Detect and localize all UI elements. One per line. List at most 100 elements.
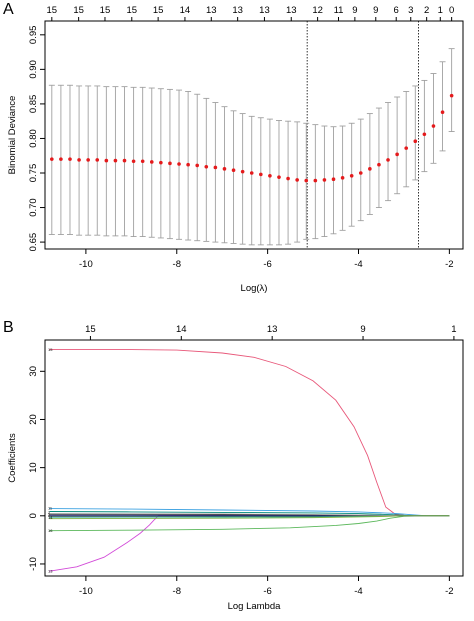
panel-a-point <box>140 159 145 164</box>
panel-a-y-tick-label: 0.65 <box>28 233 39 252</box>
panel-b-top-tick-label: 15 <box>85 324 96 335</box>
panel-a-point <box>240 169 245 174</box>
panel-a-point <box>286 176 290 181</box>
panel-a-letter: A <box>3 1 14 18</box>
panel-a-point <box>113 158 118 163</box>
panel-b-top-tick-label: 9 <box>360 324 365 335</box>
panel-a-top-tick-label: 2 <box>424 5 429 16</box>
panel-a-top-tick-label: 15 <box>153 5 164 16</box>
panel-a-point <box>422 132 427 137</box>
panel-a-point <box>404 146 409 150</box>
panel-a-top-tick-label: 14 <box>180 5 191 16</box>
panel-b-coefficient-paths: Coefficients Log Lambda -10 -8 -6 -4 -2 -10 0 1… <box>7 324 464 612</box>
panel-b-path-label: 16 <box>48 528 53 533</box>
panel-b-x-tick-label: -2 <box>445 586 453 597</box>
panel-b-y-tick-label: 0 <box>28 513 39 518</box>
panel-a-y-tick-label: 0.70 <box>28 198 39 217</box>
panel-b-x-tick-label: -10 <box>79 586 93 597</box>
panel-a-top-tick-label: 9 <box>352 5 357 16</box>
panel-a-point <box>386 158 390 162</box>
panel-b-y-tick-label: 10 <box>28 462 39 473</box>
panel-b-y-tick-label: 20 <box>28 414 39 425</box>
panel-a-point <box>295 178 299 182</box>
panel-a-x-tick-label: -8 <box>173 259 181 270</box>
panel-a-y-tick-label: 0.75 <box>28 164 39 183</box>
panel-a-plot-box <box>44 20 464 250</box>
panel-a-point <box>413 139 418 144</box>
panel-a-deviance-plot: Binomial Deviance Log(λ) -10 -8 -6 -4 -2 0.65… <box>7 5 464 294</box>
panel-b-path-label: 8 <box>48 513 51 518</box>
panel-a-point <box>449 93 454 98</box>
panel-a-point <box>395 152 399 157</box>
panel-a-x-tick-label: -2 <box>445 259 453 270</box>
panel-a-top-tick-label: 11 <box>334 5 344 16</box>
panel-b-x-tick-label: -4 <box>354 586 362 597</box>
panel-a-point <box>50 157 54 161</box>
panel-a-y-tick-label: 0.80 <box>28 129 39 148</box>
panel-a-xlabel: Log(λ) <box>241 283 268 294</box>
panel-b-top-tick-label: 1 <box>451 324 456 335</box>
panel-a-top-tick-label: 0 <box>449 5 454 16</box>
panel-a-point <box>358 171 363 175</box>
panel-a-point <box>349 173 354 178</box>
panel-a-point <box>195 163 200 168</box>
panel-a-ylabel: Binomial Deviance <box>7 96 18 175</box>
panel-a-top-tick-label: 13 <box>286 5 297 16</box>
panel-b-plot-box <box>44 339 464 577</box>
panel-a-top-tick-label: 3 <box>408 5 413 16</box>
panel-a-point <box>268 173 272 178</box>
panel-a-point <box>440 110 445 114</box>
panel-a-y-tick-label: 0.95 <box>28 26 39 45</box>
panel-a-point <box>86 158 90 162</box>
panel-a-point <box>259 172 263 177</box>
panel-a-top-tick-label: 15 <box>47 5 58 16</box>
panel-a-point <box>204 164 209 169</box>
panel-a-x-tick-label: -4 <box>354 259 362 270</box>
panel-a-point <box>340 176 345 180</box>
panel-b-y-tick-label: -10 <box>28 557 39 571</box>
panel-b-xlabel: Log Lambda <box>228 601 282 612</box>
panel-b-path-label: 14 <box>48 515 53 520</box>
panel-b-x-tick-label: -6 <box>263 586 271 597</box>
panel-b-path-label: 13 <box>48 569 53 574</box>
panel-a-point <box>313 178 318 183</box>
panel-a-top-tick-label: 6 <box>394 5 399 16</box>
panel-a-top-tick-label: 1 <box>438 5 443 16</box>
panel-b-coefficient-path <box>49 515 450 520</box>
panel-a-point <box>322 178 327 182</box>
panel-a-top-tick-label: 15 <box>73 5 84 16</box>
panel-a-point <box>95 158 100 162</box>
panel-a-top-tick-label: 13 <box>232 5 243 16</box>
panel-a-top-tick-label: 9 <box>373 5 378 16</box>
panel-a-point <box>149 160 154 164</box>
panel-a-point <box>159 160 163 165</box>
panel-a-point <box>331 177 336 182</box>
panel-a-top-tick-label: 13 <box>259 5 270 16</box>
panel-a-point <box>277 175 281 179</box>
panel-b-top-tick-label: 13 <box>267 324 278 335</box>
panel-a-top-tick-label: 12 <box>312 5 323 16</box>
panel-a-point <box>77 158 81 162</box>
panel-a-point <box>104 158 109 163</box>
panel-a-top-tick-label: 15 <box>126 5 137 16</box>
panel-b-coefficient-path <box>49 515 450 572</box>
panel-b-path-label: 15 <box>48 347 53 352</box>
panel-a-point <box>177 162 181 166</box>
panel-a-point <box>213 165 218 170</box>
panel-b-coefficient-path <box>49 349 450 517</box>
panel-a-point <box>377 162 381 167</box>
panel-a-point <box>368 167 372 171</box>
panel-a-top-tick-label: 15 <box>100 5 111 16</box>
panel-a-y-tick-label: 0.85 <box>28 95 39 114</box>
panel-a-point <box>68 157 72 161</box>
panel-b-top-tick-label: 14 <box>176 324 187 335</box>
panel-a-point <box>131 159 136 164</box>
panel-a-point <box>431 124 436 128</box>
panel-b-y-tick-label: 30 <box>28 366 39 377</box>
panel-a-point <box>186 162 190 167</box>
panel-a-y-tick-label: 0.90 <box>28 60 39 79</box>
panel-a-point <box>222 167 227 171</box>
panel-a-x-tick-label: -10 <box>79 259 93 270</box>
panel-b-ylabel: Coefficients <box>7 433 18 483</box>
